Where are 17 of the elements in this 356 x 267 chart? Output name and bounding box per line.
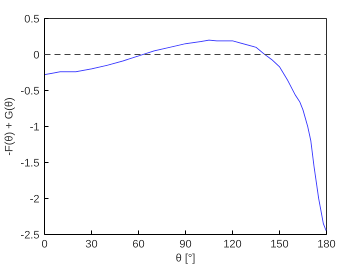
x-tick-label: 60 <box>132 238 145 250</box>
y-tick-label: 0 <box>33 50 40 62</box>
x-tick-label: 120 <box>223 238 242 250</box>
x-tick-label: 0 <box>41 238 48 250</box>
y-axis-title: -F(θ) + G(θ) <box>4 97 16 156</box>
x-tick-label: 30 <box>85 238 98 250</box>
x-axis-title: θ [°] <box>176 252 196 264</box>
y-tick-label: -1.5 <box>20 158 40 170</box>
x-tick-label: 180 <box>317 238 336 250</box>
x-tick-label: 150 <box>270 238 289 250</box>
line-series <box>44 40 326 232</box>
y-tick-label: -1 <box>30 122 40 134</box>
y-tick-label: -2.5 <box>20 230 40 242</box>
y-tick-label: -0.5 <box>20 86 40 98</box>
x-tick-label: 90 <box>179 238 192 250</box>
y-tick-label: 0.5 <box>24 14 40 26</box>
y-tick-label: -2 <box>30 194 40 206</box>
